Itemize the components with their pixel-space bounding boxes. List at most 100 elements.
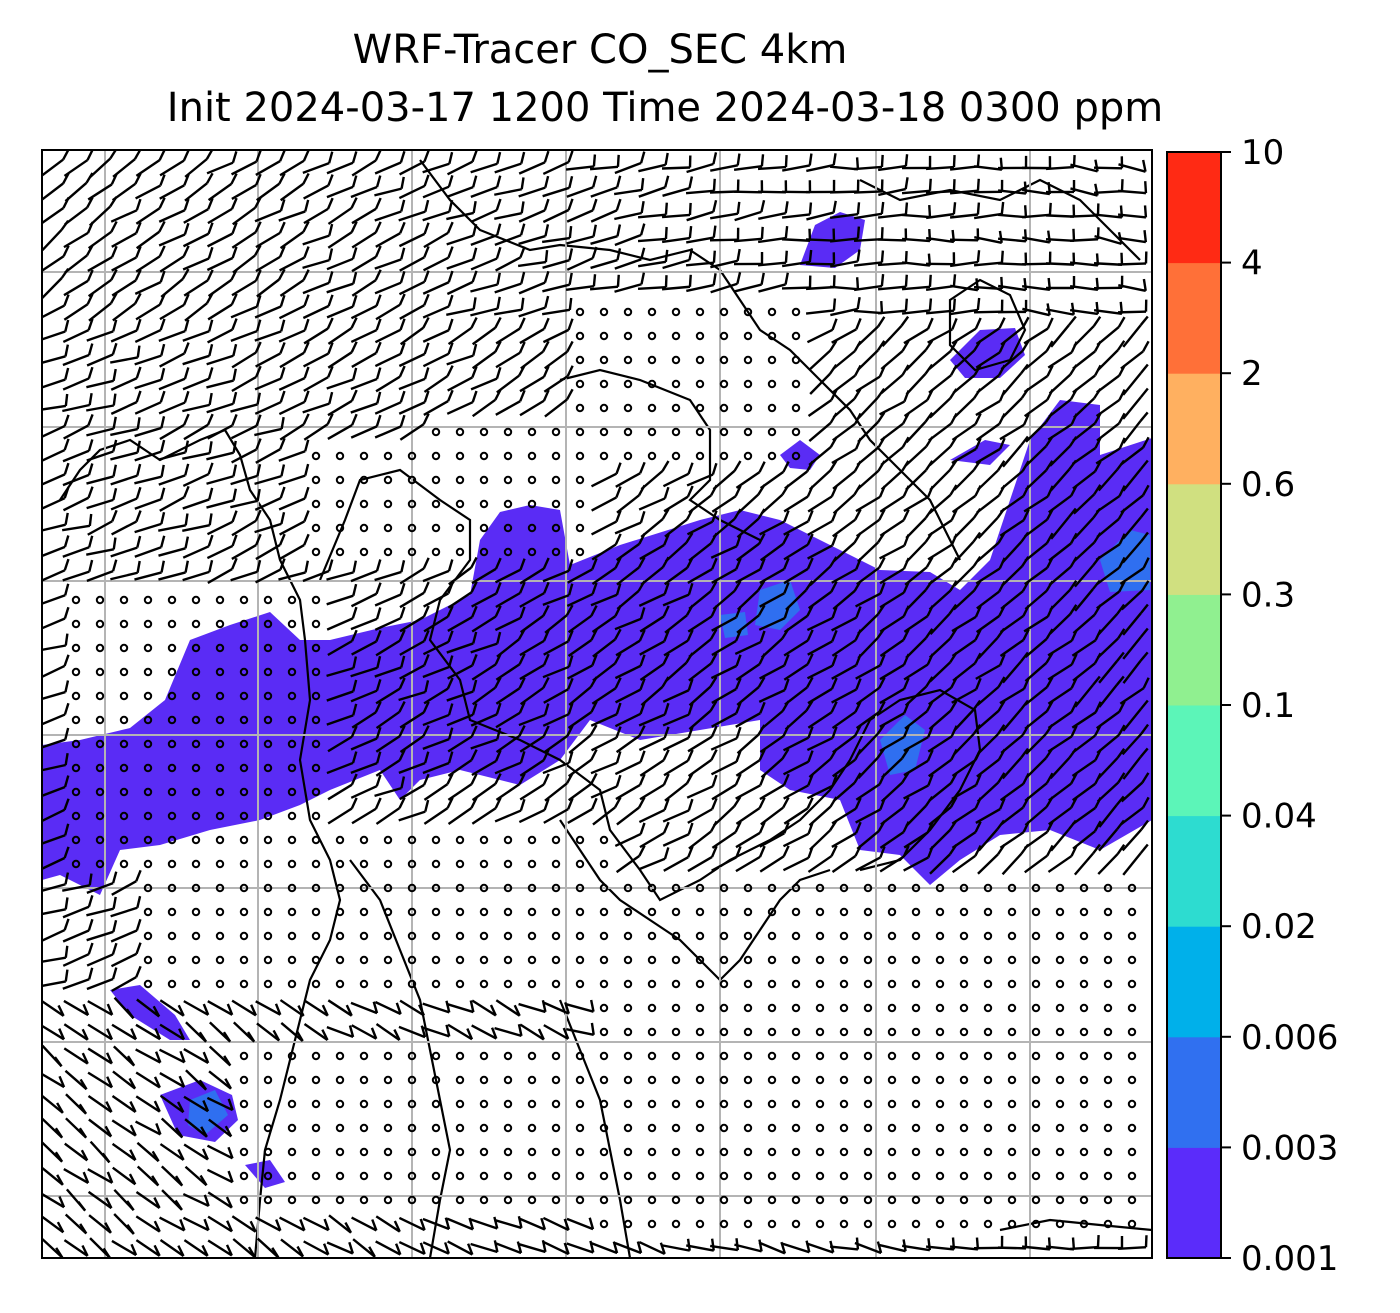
wind-barb [901, 1238, 932, 1252]
calm-wind-circle [287, 763, 297, 773]
calm-wind-circle [959, 955, 969, 965]
wind-barb [639, 533, 670, 560]
wind-barb [544, 604, 574, 634]
wind-barb [374, 655, 406, 678]
calm-wind-circle [383, 1171, 393, 1181]
calm-wind-circle [95, 595, 105, 605]
calm-wind-circle [263, 643, 273, 653]
wind-barb [326, 175, 358, 199]
calm-wind-circle [239, 715, 249, 725]
wind-barb [447, 581, 478, 609]
calm-wind-circle [551, 1075, 561, 1085]
calm-wind-circle [431, 835, 441, 845]
wind-barb [494, 151, 526, 174]
wind-barb [709, 201, 741, 220]
calm-wind-circle [263, 1147, 273, 1157]
wind-barb [159, 485, 190, 512]
calm-wind-circle [575, 907, 585, 917]
calm-wind-circle [791, 955, 801, 965]
wind-barb [42, 654, 70, 679]
wind-barb [1001, 843, 1030, 876]
wind-barb [953, 699, 982, 732]
wind-barb [161, 1189, 183, 1211]
wind-barb [809, 820, 838, 851]
calm-wind-circle [767, 907, 777, 917]
wind-barb [183, 1095, 210, 1113]
wind-barb [807, 485, 838, 513]
wind-barb [590, 248, 622, 270]
calm-wind-circle [1103, 1171, 1113, 1181]
calm-wind-circle [911, 931, 921, 941]
calm-wind-circle [1031, 1123, 1041, 1133]
wind-barb [398, 799, 430, 822]
calm-wind-circle [815, 1147, 825, 1157]
wind-barb [688, 700, 718, 731]
wind-barb [254, 366, 286, 391]
calm-wind-circle [287, 691, 297, 701]
calm-wind-circle [191, 859, 201, 869]
calm-wind-circle [983, 1099, 993, 1109]
wind-barb [829, 179, 860, 194]
wind-barb [927, 533, 958, 561]
wind-barb [422, 727, 454, 750]
wind-barb [182, 1192, 210, 1208]
calm-wind-circle [167, 835, 177, 845]
wind-barb [1073, 507, 1102, 540]
wind-barb [256, 1237, 280, 1258]
calm-wind-circle [575, 1075, 585, 1085]
wind-barb [158, 222, 190, 247]
colorbar-tick-label: 0.6 [1241, 465, 1295, 505]
calm-wind-circle [1055, 1219, 1065, 1229]
calm-wind-circle [119, 643, 129, 653]
wind-barb [327, 389, 358, 417]
wind-barb [951, 677, 982, 704]
wind-barb [495, 653, 526, 681]
wind-barb [111, 1023, 138, 1041]
calm-wind-circle [263, 907, 273, 917]
calm-wind-circle [647, 1027, 657, 1037]
calm-wind-circle [599, 907, 609, 917]
calm-wind-circle [671, 307, 681, 317]
wind-barb [230, 559, 262, 582]
wind-barb [975, 653, 1006, 680]
wind-barb [637, 275, 668, 290]
wind-barb [446, 270, 478, 296]
calm-wind-circle [119, 811, 129, 821]
wind-barb [350, 318, 382, 344]
wind-barb [662, 726, 694, 752]
calm-wind-circle [191, 763, 201, 773]
calm-wind-circle [719, 1123, 729, 1133]
wind-barb [736, 676, 766, 706]
calm-wind-circle [911, 907, 921, 917]
calm-wind-circle [287, 931, 297, 941]
calm-wind-circle [71, 619, 81, 629]
calm-wind-circle [1103, 907, 1113, 917]
wind-barb [495, 725, 526, 754]
calm-wind-circle [623, 1195, 633, 1205]
calm-wind-circle [983, 931, 993, 941]
calm-wind-circle [527, 931, 537, 941]
wind-barb [616, 484, 646, 514]
wind-barb [447, 797, 478, 826]
wind-barb [1050, 507, 1077, 540]
wind-barb [375, 701, 406, 730]
calm-wind-circle [479, 499, 489, 509]
calm-wind-circle [983, 907, 993, 917]
wind-barb [877, 154, 909, 172]
wind-barb [110, 486, 142, 511]
calm-wind-circle [575, 355, 585, 365]
colorbar-tick-label: 4 [1241, 244, 1263, 284]
wind-barb [1122, 387, 1149, 420]
calm-wind-circle [215, 667, 225, 677]
wind-barb [159, 1094, 185, 1114]
wind-barb [662, 702, 694, 727]
calm-wind-circle [479, 859, 489, 869]
colorbar-tick-label: 0.1 [1241, 686, 1295, 726]
calm-wind-circle [551, 475, 561, 485]
wind-barb [398, 1216, 426, 1232]
calm-wind-circle [287, 1195, 297, 1205]
calm-wind-circle [863, 883, 873, 893]
wind-barb [374, 318, 406, 344]
calm-wind-circle [623, 1147, 633, 1157]
calm-wind-circle [1007, 931, 1017, 941]
